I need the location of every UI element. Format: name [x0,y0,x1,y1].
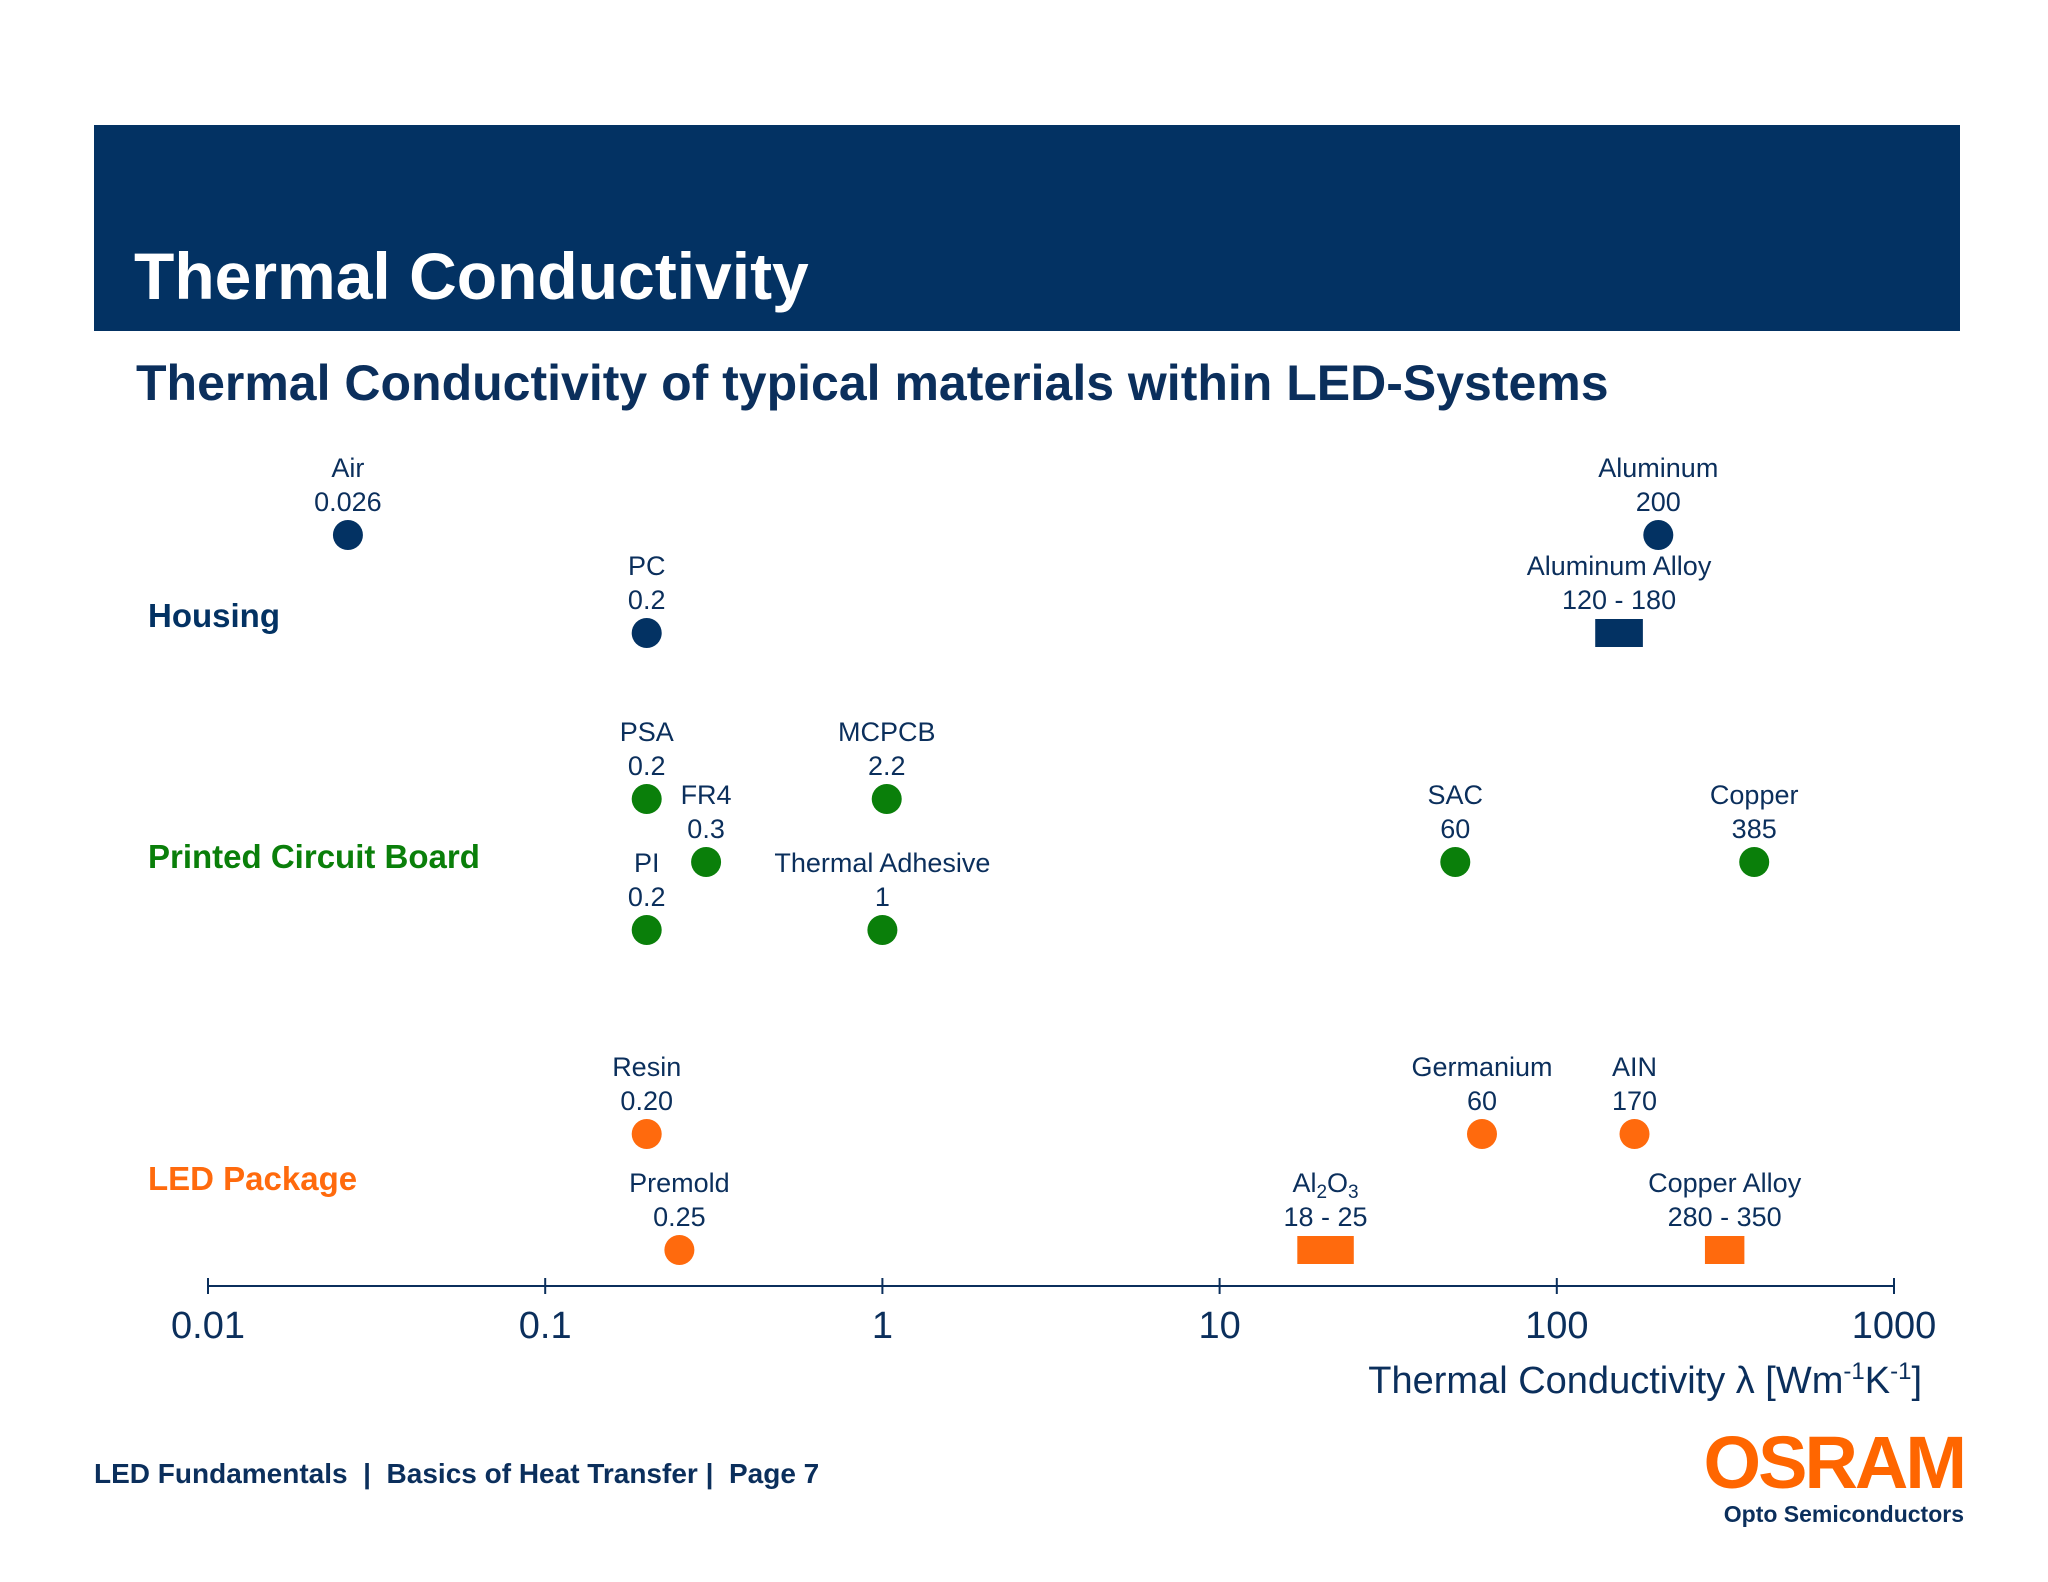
data-point [1739,847,1770,877]
range-bar [1595,619,1643,647]
data-point [631,618,662,648]
data-point [631,784,662,814]
point-name-label: PSA [620,717,674,747]
point-name-label: Copper [1710,780,1799,810]
group-label: LED Package [148,1160,357,1197]
point-name-label: Copper Alloy [1648,1168,1802,1198]
point-value-label: 60 [1440,814,1470,844]
x-tick-label: 1000 [1852,1305,1937,1347]
point-name-label: MCPCB [838,717,936,747]
logo-wordmark: OSRAM [1703,1421,1967,1504]
osram-logo: OSRAM Opto Semiconductors [1704,1424,1967,1528]
data-point [1643,520,1674,550]
point-value-label: 385 [1732,814,1777,844]
x-tick-label: 1 [872,1305,893,1347]
x-tick-label: 10 [1198,1305,1240,1347]
x-axis-title: Thermal Conductivity λ [Wm-1K-1] [1368,1358,1922,1402]
page-title: Thermal Conductivity [134,239,809,313]
point-name-label: Thermal Adhesive [774,848,990,878]
footer-page-number: Page 7 [728,1458,820,1489]
footer-separator: | [697,1458,729,1489]
title-banner [94,125,1960,331]
data-point [1440,847,1471,877]
data-point [867,915,898,945]
point-value-label: 18 - 25 [1284,1202,1368,1232]
point-name-label: Al2O3 [1292,1168,1358,1203]
point-value-label: 0.2 [628,585,666,615]
point-value-label: 0.026 [314,487,382,517]
range-bar [1704,1236,1745,1264]
group-label: Printed Circuit Board [148,838,480,875]
point-name-label: Germanium [1411,1052,1552,1082]
point-value-label: 0.2 [628,882,666,912]
x-tick-label: 100 [1525,1305,1588,1347]
data-point [1466,1119,1497,1149]
point-value-label: 1 [875,882,890,912]
point-name-label: Aluminum [1598,453,1718,483]
data-point [664,1235,695,1265]
footer-separator: | [347,1458,387,1489]
point-name-label: FR4 [681,780,732,810]
point-name-label: AIN [1612,1052,1657,1082]
point-value-label: 2.2 [868,751,906,781]
page-subtitle: Thermal Conductivity of typical material… [136,355,1609,411]
point-value-label: 200 [1636,487,1681,517]
footer-course: LED Fundamentals [94,1458,348,1489]
point-value-label: 280 - 350 [1668,1202,1782,1232]
point-value-label: 0.3 [687,814,725,844]
point-name-label: Air [331,453,364,483]
footer: LED Fundamentals | Basics of Heat Transf… [94,1456,819,1492]
point-name-label: Aluminum Alloy [1527,551,1712,581]
point-value-label: 170 [1612,1086,1657,1116]
point-name-label: Premold [629,1168,730,1198]
data-point [871,784,902,814]
data-point [1619,1119,1650,1149]
group-label: Housing [148,597,280,634]
footer-topic: Basics of Heat Transfer [386,1458,698,1489]
data-point [631,1119,662,1149]
point-name-label: PI [634,848,660,878]
data-point [691,847,722,877]
point-name-label: Resin [612,1052,681,1082]
point-value-label: 0.20 [620,1086,673,1116]
point-name-label: PC [628,551,666,581]
x-tick-label: 0.01 [171,1305,245,1347]
x-tick-label: 0.1 [519,1305,572,1347]
range-bar [1297,1236,1354,1264]
point-value-label: 120 - 180 [1562,585,1676,615]
data-point [631,915,662,945]
point-value-label: 0.25 [653,1202,706,1232]
data-point [332,520,363,550]
logo-tagline: Opto Semiconductors [1723,1501,1964,1527]
point-value-label: 0.2 [628,751,666,781]
point-value-label: 60 [1467,1086,1497,1116]
point-name-label: SAC [1428,780,1484,810]
